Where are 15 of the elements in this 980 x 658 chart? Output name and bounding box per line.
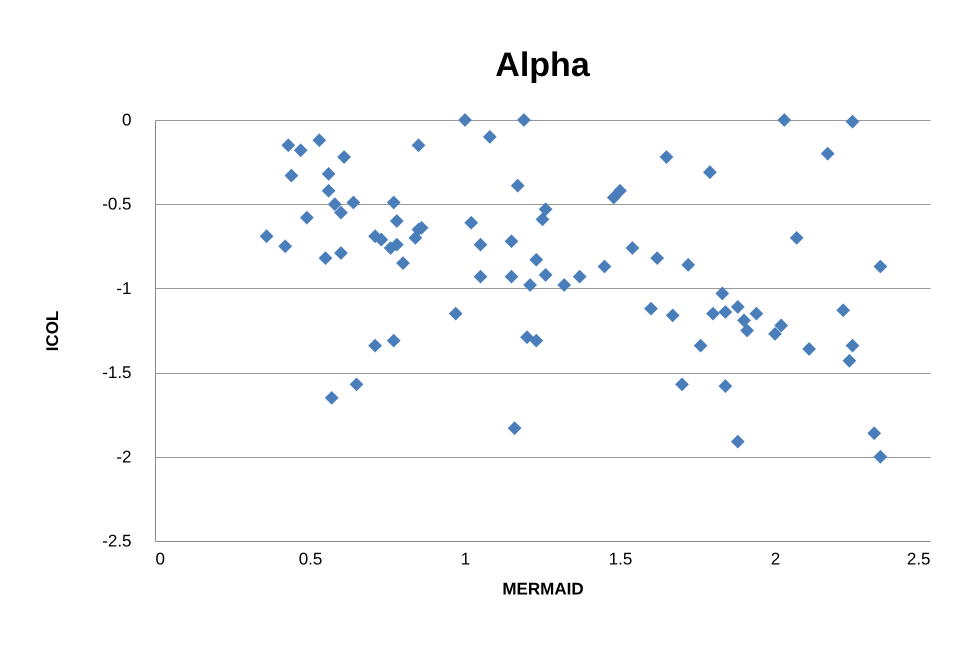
y-tick-label: -0.5 <box>102 194 132 214</box>
x-tick-label: 0.5 <box>298 550 322 568</box>
chart-title: Alpha <box>495 46 591 84</box>
x-tick-label: 2 <box>770 550 780 568</box>
y-tick-label: 0 <box>122 110 132 130</box>
y-tick-label: -2 <box>116 447 132 466</box>
x-tick-label: 1.5 <box>608 550 632 568</box>
x-tick-label: 1 <box>460 550 470 568</box>
y-axis-title: ICOL <box>43 310 62 352</box>
y-tick-label: -2.5 <box>102 532 132 550</box>
x-axis-title: MERMAID <box>502 580 584 598</box>
x-tick-label: 0 <box>156 550 165 568</box>
x-tick-label: 2.5 <box>906 550 930 568</box>
y-tick-label: -1 <box>116 278 132 298</box>
y-tick-label: -1.5 <box>102 363 132 382</box>
